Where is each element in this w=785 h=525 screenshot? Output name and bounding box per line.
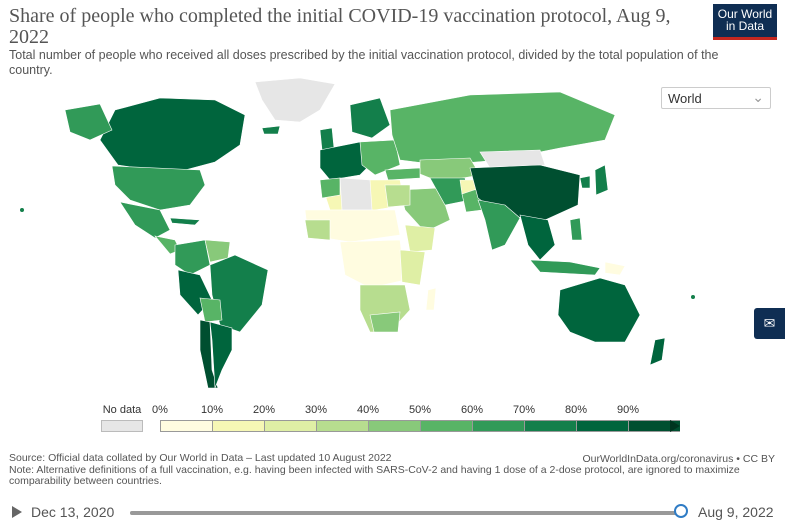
country-korea (579, 175, 591, 189)
country-colombia (174, 239, 211, 276)
country-east-africa (399, 249, 426, 286)
color-legend: No data 0% 10% 20% 30% 40% 50% 60% 70% 80% 90% (100, 404, 690, 434)
timeline: Dec 13, 2020 Aug 9, 2022 (0, 500, 785, 525)
legend-bin[interactable] (160, 420, 212, 432)
logo-line-2: in Data (725, 19, 765, 33)
country-mexico (119, 201, 171, 239)
chevron-down-icon: ⌄ (752, 89, 764, 105)
country-papua-new-guinea (604, 261, 626, 276)
country-madagascar (425, 287, 437, 311)
timeline-fill (130, 511, 682, 515)
legend-bin[interactable] (316, 420, 368, 432)
region-select[interactable]: World ⌄ (661, 87, 771, 109)
legend-bin[interactable] (212, 420, 264, 432)
country-new-zealand (649, 337, 666, 366)
legend-no-data-label: No data (102, 404, 142, 416)
logo-line-1: Our World (717, 7, 773, 21)
owid-logo[interactable]: Our World in Data (713, 4, 777, 40)
world-map-svg (20, 77, 695, 389)
country-australia (557, 277, 641, 343)
legend-tick-label: 80% (564, 404, 588, 416)
timeline-end-date[interactable]: Aug 9, 2022 (698, 504, 774, 520)
country-hawaii (20, 208, 24, 212)
chart-title: Share of people who completed the initia… (9, 5, 671, 48)
chart-subtitle: Total number of people who received all … (9, 48, 719, 77)
country-alaska (64, 103, 113, 141)
country-egypt (384, 184, 411, 208)
legend-tick-label: 30% (304, 404, 328, 416)
country-ethiopia (404, 224, 436, 253)
country-philippines (569, 217, 583, 241)
country-morocco (319, 177, 341, 199)
legend-bin[interactable] (472, 420, 524, 432)
legend-tick-label: 70% (512, 404, 536, 416)
country-turkey (384, 167, 421, 181)
legend-tick-label: 90% (616, 404, 640, 416)
country-algeria (339, 177, 373, 211)
legend-tick-label: 40% (356, 404, 380, 416)
legend-tick-label: 10% (200, 404, 224, 416)
country-japan (594, 164, 609, 196)
country-south-africa (369, 311, 401, 333)
country-indonesia (529, 259, 601, 276)
credit-link[interactable]: OurWorldInData.org/coronavirus • CC BY (582, 453, 775, 465)
region-select-value: World (668, 91, 702, 106)
legend-bin[interactable] (576, 420, 628, 432)
play-icon[interactable] (12, 506, 22, 518)
country-cuba (169, 217, 201, 226)
note-text: Note: Alternative definitions of a full … (9, 464, 740, 487)
country-india (477, 199, 521, 251)
country-russia (389, 91, 616, 166)
legend-bin[interactable] (524, 420, 576, 432)
country-greenland (254, 77, 336, 123)
country-argentina (209, 321, 233, 389)
country-central-africa (339, 239, 406, 289)
country-canada (99, 97, 246, 171)
share-icon[interactable]: ✉ (754, 308, 785, 339)
legend-tick-label: 50% (408, 404, 432, 416)
country-west-africa (304, 219, 331, 241)
legend-bin[interactable] (264, 420, 316, 432)
legend-bin[interactable] (368, 420, 420, 432)
legend-tick-label: 20% (252, 404, 276, 416)
country-southeast-asia (519, 214, 556, 261)
country-iceland (261, 125, 281, 135)
timeline-start-date[interactable]: Dec 13, 2020 (31, 504, 115, 520)
timeline-handle[interactable] (674, 504, 688, 518)
timeline-track[interactable] (130, 511, 682, 515)
country-saudi-arabia (399, 187, 451, 233)
legend-tick-label: 0% (152, 404, 168, 416)
world-map[interactable] (0, 70, 785, 400)
country-scandinavia (349, 97, 391, 139)
legend-bin[interactable] (628, 420, 680, 432)
legend-bin[interactable] (420, 420, 472, 432)
country-usa (111, 165, 206, 211)
country-mongolia (479, 149, 546, 169)
legend-tick-label: 60% (460, 404, 484, 416)
legend-arrow (670, 420, 680, 432)
country-fiji (691, 295, 695, 299)
country-bolivia (199, 297, 223, 323)
country-uk (319, 127, 335, 151)
legend-no-data-swatch[interactable] (101, 420, 143, 432)
source-text: Source: Official data collated by Our Wo… (9, 452, 392, 464)
